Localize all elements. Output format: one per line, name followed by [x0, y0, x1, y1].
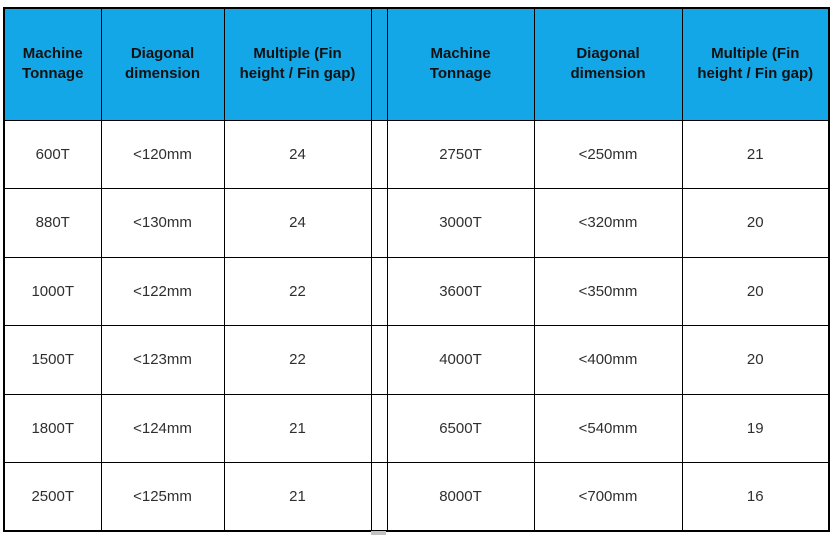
table-row: 1500T <123mm 22 4000T <400mm 20	[3, 325, 830, 395]
table-row: 600T <120mm 24 2750T <250mm 21	[3, 119, 830, 189]
header-multiple-right: Multiple (Fin height / Fin gap)	[681, 7, 830, 121]
table-divider	[370, 325, 388, 395]
diagonal-dimension-cell: <540mm	[533, 393, 683, 463]
table-row: 1800T <124mm 21 6500T <540mm 19	[3, 393, 830, 463]
multiple-cell: 24	[223, 119, 372, 189]
header-diagonal-dimension-left: Diagonal dimension	[100, 7, 225, 121]
multiple-cell: 21	[223, 393, 372, 463]
machine-tonnage-cell: 1000T	[3, 256, 102, 326]
machine-tonnage-cell: 8000T	[386, 462, 535, 532]
header-machine-tonnage-left: Machine Tonnage	[3, 7, 102, 121]
multiple-cell: 22	[223, 325, 372, 395]
diagonal-dimension-cell: <700mm	[533, 462, 683, 532]
multiple-cell: 16	[681, 462, 830, 532]
fin-multiple-table: Machine Tonnage Diagonal dimension Multi…	[3, 7, 830, 532]
diagonal-dimension-cell: <350mm	[533, 256, 683, 326]
table-row: 2500T <125mm 21 8000T <700mm 16	[3, 462, 830, 532]
table-row: 880T <130mm 24 3000T <320mm 20	[3, 188, 830, 258]
machine-tonnage-cell: 4000T	[386, 325, 535, 395]
machine-tonnage-cell: 1800T	[3, 393, 102, 463]
machine-tonnage-cell: 2500T	[3, 462, 102, 532]
machine-tonnage-cell: 2750T	[386, 119, 535, 189]
table-divider	[370, 119, 388, 189]
table-divider	[370, 188, 388, 258]
multiple-cell: 21	[681, 119, 830, 189]
machine-tonnage-cell: 1500T	[3, 325, 102, 395]
header-machine-tonnage-right: Machine Tonnage	[386, 7, 535, 121]
table-divider	[370, 256, 388, 326]
multiple-cell: 24	[223, 188, 372, 258]
multiple-cell: 22	[223, 256, 372, 326]
table-divider	[370, 462, 388, 532]
multiple-cell: 19	[681, 393, 830, 463]
diagonal-dimension-cell: <120mm	[100, 119, 225, 189]
diagonal-dimension-cell: <123mm	[100, 325, 225, 395]
header-multiple-left: Multiple (Fin height / Fin gap)	[223, 7, 372, 121]
multiple-cell: 20	[681, 188, 830, 258]
machine-tonnage-cell: 3000T	[386, 188, 535, 258]
table-divider-stub	[371, 531, 386, 535]
machine-tonnage-cell: 3600T	[386, 256, 535, 326]
multiple-cell: 21	[223, 462, 372, 532]
table-divider	[370, 7, 388, 121]
diagonal-dimension-cell: <250mm	[533, 119, 683, 189]
diagonal-dimension-cell: <122mm	[100, 256, 225, 326]
machine-tonnage-cell: 600T	[3, 119, 102, 189]
header-row: Machine Tonnage Diagonal dimension Multi…	[3, 7, 830, 121]
diagonal-dimension-cell: <400mm	[533, 325, 683, 395]
diagonal-dimension-cell: <125mm	[100, 462, 225, 532]
multiple-cell: 20	[681, 256, 830, 326]
diagonal-dimension-cell: <130mm	[100, 188, 225, 258]
header-diagonal-dimension-right: Diagonal dimension	[533, 7, 683, 121]
diagonal-dimension-cell: <124mm	[100, 393, 225, 463]
diagonal-dimension-cell: <320mm	[533, 188, 683, 258]
table-row: 1000T <122mm 22 3600T <350mm 20	[3, 256, 830, 326]
table-divider	[370, 393, 388, 463]
multiple-cell: 20	[681, 325, 830, 395]
machine-tonnage-cell: 880T	[3, 188, 102, 258]
machine-tonnage-cell: 6500T	[386, 393, 535, 463]
